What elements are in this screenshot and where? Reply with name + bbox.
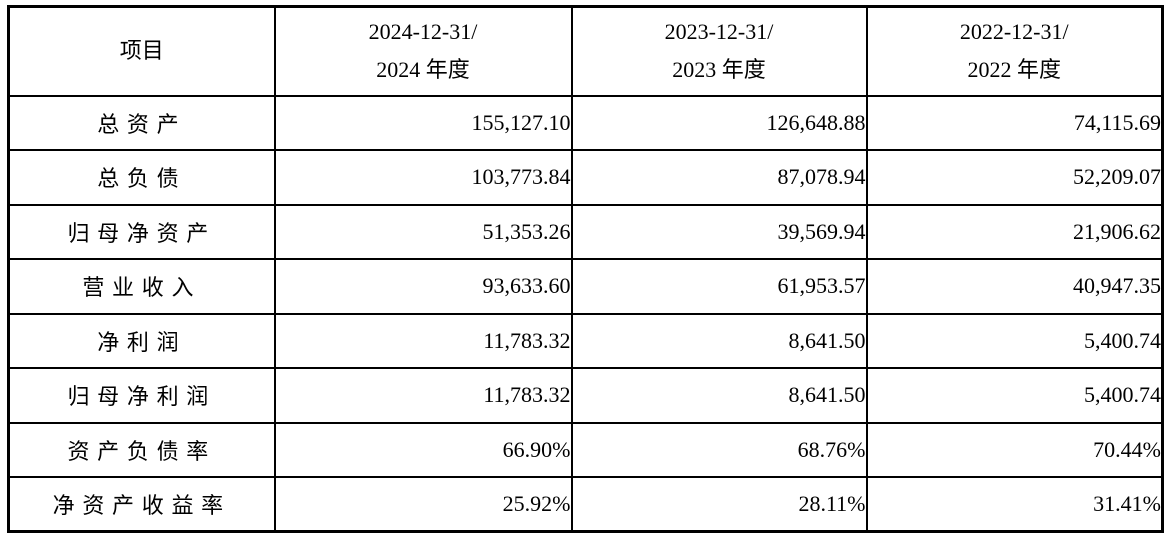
table-row-net-profit-parent: 归母净利润 11,783.32 8,641.50 5,400.74	[7, 367, 1164, 424]
value-2023: 126,648.88	[570, 94, 868, 151]
period-year-line: 2023 年度	[672, 57, 766, 83]
table-row-net-assets-parent: 归母净资产 51,353.26 39,569.94 21,906.62	[7, 203, 1164, 260]
value-2024: 155,127.10	[273, 94, 573, 151]
period-year-line: 2024 年度	[376, 57, 470, 83]
value-2022: 74,115.69	[865, 94, 1164, 151]
value-2022: 40,947.35	[865, 258, 1164, 315]
period-date-line: 2022-12-31/	[959, 19, 1069, 45]
header-cell-item: 项目	[7, 5, 276, 97]
header-row: 项目 2024-12-31/ 2024 年度 2023-12-31/ 2023 …	[7, 5, 1164, 97]
row-label: 总资产	[7, 94, 276, 151]
period-date-line: 2023-12-31/	[664, 19, 774, 45]
table-row-debt-ratio: 资产负债率 66.90% 68.76% 70.44%	[7, 421, 1164, 478]
value-2024: 93,633.60	[273, 258, 573, 315]
row-label: 净资产收益率	[7, 476, 276, 533]
row-label: 归母净资产	[7, 203, 276, 260]
financial-summary-section: 项目 2024-12-31/ 2024 年度 2023-12-31/ 2023 …	[7, 5, 1164, 533]
value-2023: 87,078.94	[570, 149, 868, 206]
table-row-total-liabilities: 总负债 103,773.84 87,078.94 52,209.07	[7, 149, 1164, 206]
value-2022: 5,400.74	[865, 312, 1164, 369]
value-2024: 103,773.84	[273, 149, 573, 206]
value-2024: 25.92%	[273, 476, 573, 533]
value-2022: 31.41%	[865, 476, 1164, 533]
row-label: 营业收入	[7, 258, 276, 315]
value-2023: 28.11%	[570, 476, 868, 533]
value-2024: 66.90%	[273, 421, 573, 478]
period-date-line: 2024-12-31/	[368, 19, 478, 45]
value-2022: 52,209.07	[865, 149, 1164, 206]
value-2023: 39,569.94	[570, 203, 868, 260]
value-2022: 5,400.74	[865, 367, 1164, 424]
financial-summary-table: 项目 2024-12-31/ 2024 年度 2023-12-31/ 2023 …	[7, 5, 1164, 533]
table-row-operating-revenue: 营业收入 93,633.60 61,953.57 40,947.35	[7, 258, 1164, 315]
table-row-total-assets: 总资产 155,127.10 126,648.88 74,115.69	[7, 94, 1164, 151]
value-2024: 51,353.26	[273, 203, 573, 260]
value-2023: 61,953.57	[570, 258, 868, 315]
header-cell-period-2022: 2022-12-31/ 2022 年度	[865, 5, 1164, 97]
row-label: 资产负债率	[7, 421, 276, 478]
value-2022: 21,906.62	[865, 203, 1164, 260]
value-2023: 8,641.50	[570, 312, 868, 369]
value-2023: 8,641.50	[570, 367, 868, 424]
header-cell-period-2023: 2023-12-31/ 2023 年度	[570, 5, 868, 97]
period-year-line: 2022 年度	[967, 57, 1061, 83]
value-2024: 11,783.32	[273, 367, 573, 424]
header-cell-period-2024: 2024-12-31/ 2024 年度	[273, 5, 573, 97]
table-row-net-profit: 净利润 11,783.32 8,641.50 5,400.74	[7, 312, 1164, 369]
row-label: 归母净利润	[7, 367, 276, 424]
row-label: 净利润	[7, 312, 276, 369]
value-2022: 70.44%	[865, 421, 1164, 478]
table-row-roe: 净资产收益率 25.92% 28.11% 31.41%	[7, 476, 1164, 533]
value-2023: 68.76%	[570, 421, 868, 478]
row-label: 总负债	[7, 149, 276, 206]
value-2024: 11,783.32	[273, 312, 573, 369]
header-item-label: 项目	[119, 38, 164, 64]
